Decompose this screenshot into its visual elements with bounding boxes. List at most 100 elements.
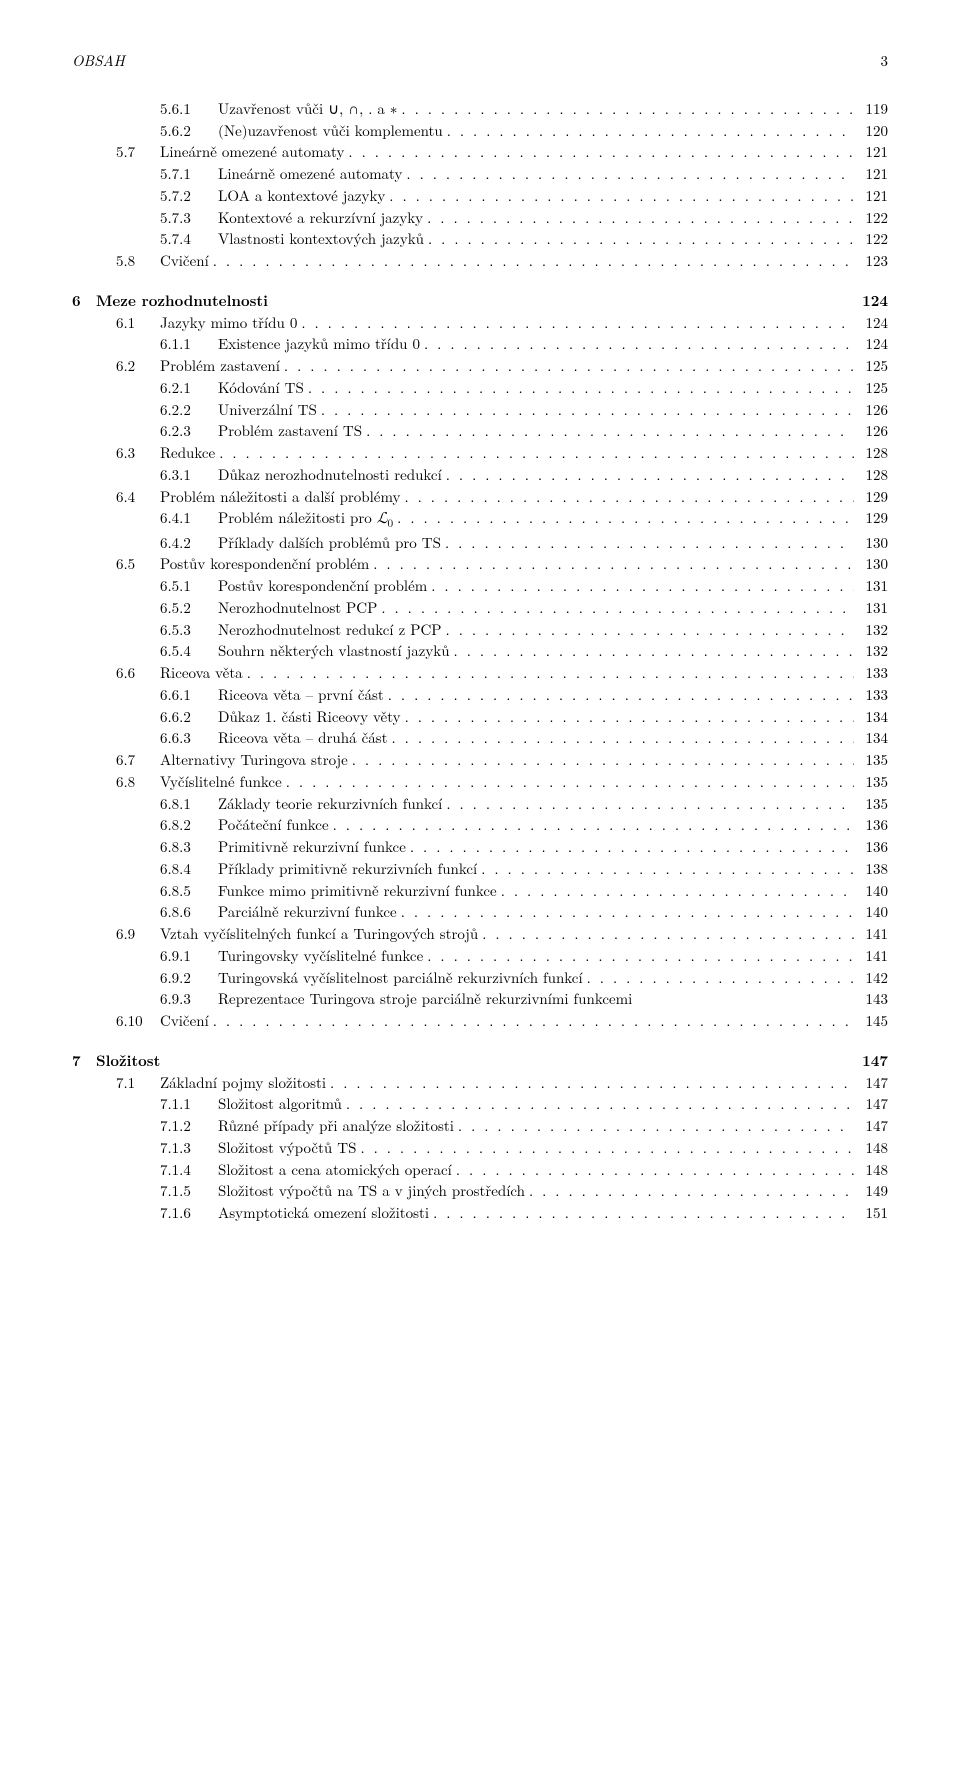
toc-entry: 6.6Riceova věta133	[72, 662, 888, 684]
toc-entry-number: 6.8	[116, 771, 160, 793]
toc-leader-dots	[219, 442, 854, 464]
toc-entry: 6.6.3Riceova věta – druhá část134	[72, 727, 888, 749]
toc-entry-page: 134	[858, 727, 888, 749]
toc-entry-page: 125	[858, 355, 888, 377]
toc-entry-label: Kódování TS	[218, 377, 304, 399]
toc-leader-dots	[501, 880, 854, 902]
toc-entry-page: 122	[858, 207, 888, 229]
toc-entry-number: 6.8.2	[160, 814, 218, 836]
toc-entry-number: 6.7	[116, 749, 160, 771]
toc-entry: 6.5.2Nerozhodnutelnost PCP131	[72, 597, 888, 619]
toc-entry-number: 6.1	[116, 312, 160, 334]
toc-leader-dots	[454, 640, 854, 662]
toc-entry: 6.1Jazyky mimo třídu 0124	[72, 312, 888, 334]
toc-entry-page: 124	[858, 290, 888, 312]
toc-entry-number: 6.6.2	[160, 706, 218, 728]
toc-entry-page: 136	[858, 836, 888, 858]
toc-entry: 6.2Problém zastavení125	[72, 355, 888, 377]
toc-entry: 6.8Vyčíslitelné funkce135	[72, 771, 888, 793]
toc-entry-number: 7.1.4	[160, 1159, 218, 1181]
toc-entry-label: Problém zastavení TS	[218, 420, 362, 442]
toc-entry: 6.3Redukce128	[72, 442, 888, 464]
toc-entry: 6.5Postův korespondenční problém130	[72, 553, 888, 575]
toc-leader-dots	[433, 1202, 854, 1224]
toc-entry-number: 5.7.1	[160, 163, 218, 185]
toc-entry-page: 142	[858, 967, 888, 989]
toc-leader-dots	[330, 1072, 854, 1094]
toc-entry-label: Cvičení	[160, 250, 209, 272]
toc-entry-label: Základní pojmy složitosti	[160, 1072, 326, 1094]
toc-entry-page: 119	[858, 98, 888, 120]
toc-leader-dots	[404, 486, 854, 508]
toc-entry-label: Lineárně omezené automaty	[160, 141, 344, 163]
toc-entry: 6.5.1Postův korespondenční problém131	[72, 575, 888, 597]
toc-entry-label: LOA a kontextové jazyky	[218, 185, 385, 207]
toc-leader-dots	[446, 793, 854, 815]
toc-entry-label: Turingovská vyčíslitelnost parciálně rek…	[218, 967, 583, 989]
toc-entry-number: 6.4.2	[160, 532, 218, 554]
toc-entry: 5.7.3Kontextové a rekurzívní jazyky122	[72, 207, 888, 229]
toc-entry-label: Riceova věta – druhá část	[218, 727, 387, 749]
toc-entry-label: Počáteční funkce	[218, 814, 329, 836]
toc-entry-label: Různé případy při analýze složitosti	[218, 1115, 454, 1137]
toc-leader-dots	[406, 163, 854, 185]
toc-leader-dots	[410, 836, 854, 858]
toc-leader-dots	[352, 749, 854, 771]
toc-entry-number: 6.4.1	[160, 507, 218, 529]
toc-entry-label: Turingovsky vyčíslitelné funkce	[218, 945, 423, 967]
toc-entry-page: 130	[858, 532, 888, 554]
toc-entry-number: 6.8.5	[160, 880, 218, 902]
toc-entry-number: 7	[72, 1050, 96, 1072]
toc-entry-page: 138	[858, 858, 888, 880]
toc-entry-label: Asymptotická omezení složitosti	[218, 1202, 429, 1224]
toc-entry-label: Důkaz 1. části Riceovy věty	[218, 706, 401, 728]
toc-leader-dots	[301, 312, 854, 334]
toc-entry-number: 6	[72, 290, 96, 312]
toc-entry-label: Důkaz nerozhodnutelnosti redukcí	[218, 464, 442, 486]
toc-entry-page: 135	[858, 793, 888, 815]
toc-leader-dots	[424, 333, 854, 355]
toc-entry: 6.8.1Základy teorie rekurzivních funkcí1…	[72, 793, 888, 815]
toc-entry-number: 6.10	[116, 1010, 160, 1032]
toc-entry-number: 7.1.6	[160, 1202, 218, 1224]
toc-entry-label: Problém zastavení	[160, 355, 280, 377]
toc-leader-dots	[389, 185, 854, 207]
toc-leader-dots	[447, 120, 854, 142]
toc-entry: 7.1.4Složitost a cena atomických operací…	[72, 1159, 888, 1181]
toc-entry-page: 134	[858, 706, 888, 728]
toc-entry: 5.7.1Lineárně omezené automaty121	[72, 163, 888, 185]
toc-entry: 7.1.5Složitost výpočtů na TS a v jiných …	[72, 1180, 888, 1202]
toc-entry-label: Existence jazyků mimo třídu 0	[218, 333, 420, 355]
toc-entry: 5.6.1Uzavřenost vůči ∪, ∩, . a ∗119	[72, 98, 888, 120]
toc-entry-number: 5.7.4	[160, 228, 218, 250]
toc-leader-dots	[346, 1093, 854, 1115]
toc-entry-number: 6.8.3	[160, 836, 218, 858]
toc-entry-page: 141	[858, 945, 888, 967]
toc-entry-page: 135	[858, 749, 888, 771]
toc-entry-label: Lineárně omezené automaty	[218, 163, 402, 185]
toc-entry: 6.9.1Turingovsky vyčíslitelné funkce141	[72, 945, 888, 967]
toc-entry-label: Meze rozhodnutelnosti	[96, 290, 268, 312]
toc-entry: 6.8.2Počáteční funkce136	[72, 814, 888, 836]
toc-entry-label: Uzavřenost vůči ∪, ∩, . a ∗	[218, 98, 397, 120]
toc-entry: 6.4.2Příklady dalších problémů pro TS130	[72, 532, 888, 554]
toc-entry-page: 126	[858, 399, 888, 421]
toc-entry-number: 6.6	[116, 662, 160, 684]
toc-entry-page: 151	[858, 1202, 888, 1224]
toc-entry-label: Základy teorie rekurzivních funkcí	[218, 793, 442, 815]
toc-entry-number: 5.8	[116, 250, 160, 272]
toc-entry-page: 128	[858, 442, 888, 464]
toc-entry-label: Složitost a cena atomických operací	[218, 1159, 452, 1181]
toc-entry-number: 7.1.3	[160, 1137, 218, 1159]
toc-entry-label: Vlastnosti kontextových jazyků	[218, 228, 424, 250]
toc-entry-page: 123	[858, 250, 888, 272]
toc-entry: 5.7Lineárně omezené automaty121	[72, 141, 888, 163]
header-left: OBSAH	[72, 50, 125, 72]
toc-entry: 5.7.2LOA a kontextové jazyky121	[72, 185, 888, 207]
toc-leader-dots	[213, 1010, 854, 1032]
toc-entry-page: 132	[858, 640, 888, 662]
toc-leader-dots	[333, 814, 854, 836]
toc-entry-label: Vyčíslitelné funkce	[160, 771, 282, 793]
toc-entry-label: (Ne)uzavřenost vůči komplementu	[218, 120, 443, 142]
toc-entry-page: 128	[858, 464, 888, 486]
